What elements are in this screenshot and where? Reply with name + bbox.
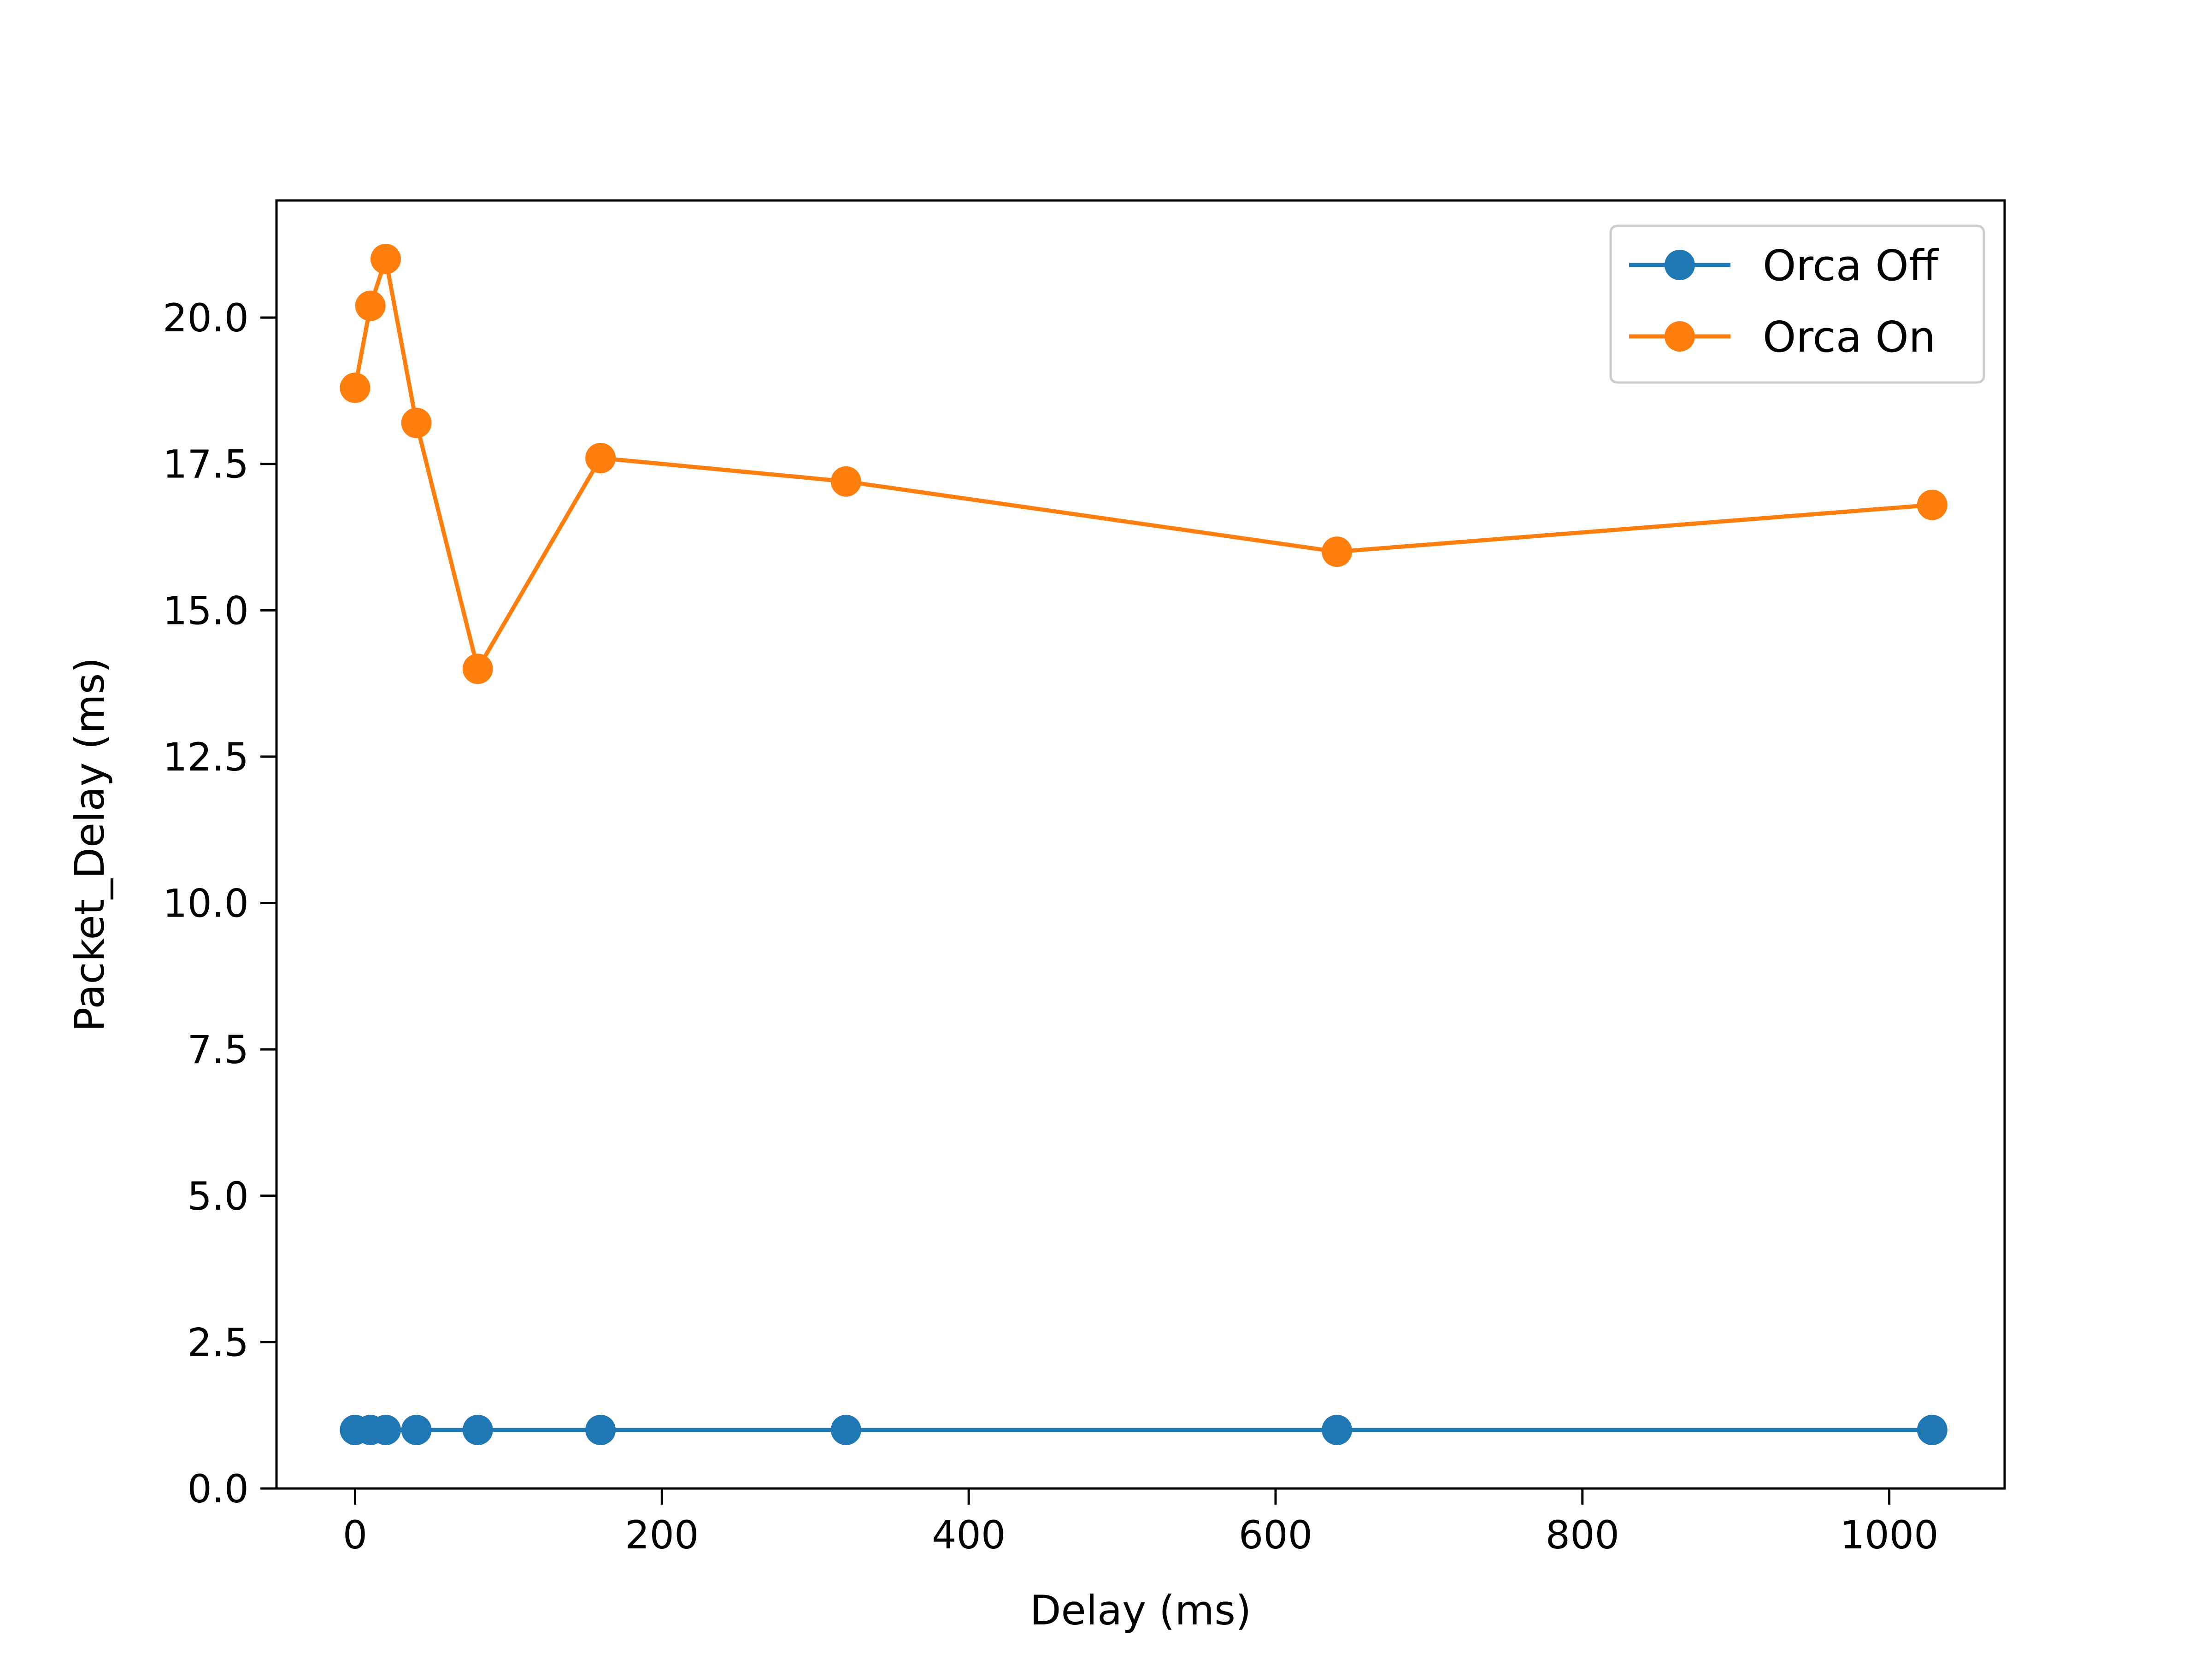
- legend: Orca Off Orca On: [1609, 224, 1985, 384]
- data-point-orca-on: [1917, 489, 1947, 520]
- x-axis-ticks: 0 200 400 600 800 1000: [343, 1488, 1939, 1558]
- y-tick-label: 17.5: [163, 442, 249, 487]
- y-axis-ticks: 0.0 2.5 5.0 7.5 10.0 12.5 15.0 17.5 20.0: [163, 295, 276, 1512]
- y-tick-label: 20.0: [163, 295, 249, 341]
- y-tick-label: 0.0: [187, 1466, 249, 1512]
- data-point-orca-on: [401, 407, 432, 438]
- data-point-orca-off: [401, 1414, 432, 1445]
- legend-item: Orca Off: [1629, 241, 1939, 290]
- series-layer: [340, 244, 1947, 1445]
- x-tick-label: 600: [1239, 1512, 1312, 1558]
- series-orca-on: [340, 244, 1947, 684]
- legend-item: Orca On: [1629, 312, 1936, 362]
- data-point-orca-on: [1322, 536, 1353, 567]
- x-tick-label: 200: [625, 1512, 699, 1558]
- y-tick-label: 7.5: [187, 1027, 249, 1072]
- data-point-orca-off: [371, 1414, 401, 1445]
- y-tick-label: 2.5: [187, 1320, 249, 1365]
- y-tick-label: 12.5: [163, 735, 249, 780]
- data-point-orca-off: [462, 1414, 493, 1445]
- data-point-orca-on: [462, 653, 493, 684]
- legend-marker: [1665, 321, 1695, 352]
- y-tick-label: 10.0: [163, 881, 249, 926]
- x-tick-label: 0: [343, 1512, 367, 1558]
- y-axis-label: Packet_Delay (ms): [66, 657, 113, 1031]
- plot-frame: [275, 199, 2006, 1490]
- data-point-orca-off: [1322, 1414, 1353, 1445]
- data-point-orca-off: [830, 1414, 861, 1445]
- data-point-orca-on: [585, 443, 616, 473]
- y-tick-label: 15.0: [163, 588, 249, 633]
- legend-marker: [1665, 250, 1695, 280]
- data-point-orca-on: [830, 466, 861, 497]
- data-point-orca-on: [371, 244, 401, 275]
- x-axis-label: Delay (ms): [1030, 1587, 1252, 1634]
- data-point-orca-off: [1917, 1414, 1947, 1445]
- legend-label: Orca On: [1763, 312, 1936, 362]
- data-point-orca-on: [340, 372, 371, 403]
- legend-label: Orca Off: [1763, 241, 1939, 290]
- series-orca-off: [340, 1414, 1947, 1445]
- data-point-orca-off: [585, 1414, 616, 1445]
- y-tick-label: 5.0: [187, 1174, 249, 1219]
- data-point-orca-on: [355, 290, 386, 321]
- x-tick-label: 800: [1546, 1512, 1619, 1558]
- x-tick-label: 1000: [1840, 1512, 1939, 1558]
- x-tick-label: 400: [932, 1512, 1006, 1558]
